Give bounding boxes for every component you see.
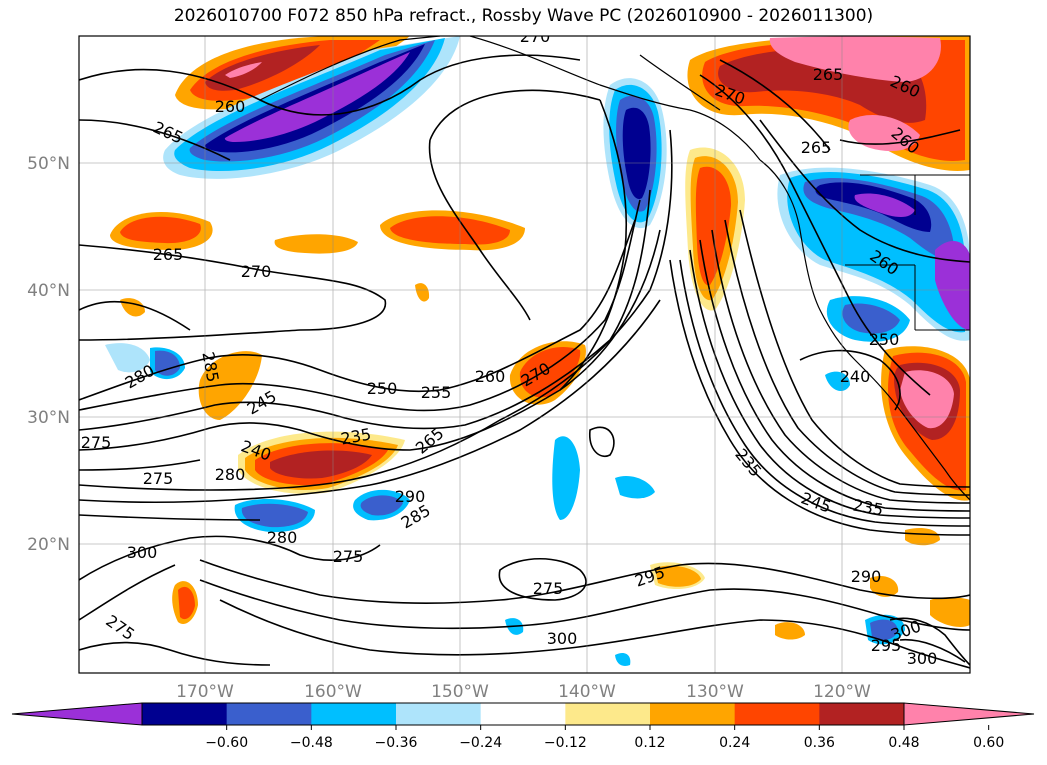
colorbar-segment	[565, 703, 651, 725]
map-title: 2026010700 F072 850 hPa refract., Rossby…	[173, 6, 874, 26]
colorbar-extend-low	[11, 702, 143, 726]
colorbar-tick-label: 0.60	[973, 735, 1004, 751]
latitude-axis: 50°N 40°N 30°N 20°N	[27, 154, 70, 555]
colorbar-tick-label: −0.24	[459, 735, 502, 751]
longitude-axis: 170°W 160°W 150°W 140°W 130°W 120°W	[176, 682, 871, 702]
lon-label: 170°W	[176, 682, 234, 702]
contour-label: 290	[395, 487, 426, 506]
contour-label: 270	[241, 262, 272, 281]
lon-label: 150°W	[431, 682, 489, 702]
colorbar-tick-label: 0.12	[634, 735, 665, 751]
lat-label: 20°N	[27, 535, 70, 555]
colorbar-segment	[734, 703, 820, 725]
contour-label: 255	[421, 383, 452, 402]
lon-label: 140°W	[558, 682, 616, 702]
contour-label: 250	[367, 379, 398, 398]
lon-label: 120°W	[813, 682, 871, 702]
anomaly-shading	[105, 36, 970, 666]
contour-label: 280	[215, 465, 246, 484]
contour-label: 270	[520, 27, 551, 46]
contour-label: 240	[840, 367, 871, 386]
contour-label: 300	[127, 543, 158, 562]
contour-label: 280	[267, 528, 298, 547]
colorbar-tick-label: −0.60	[205, 735, 248, 751]
colorbar-extend-high	[903, 702, 1035, 726]
lon-label: 130°W	[686, 682, 744, 702]
plot-frame	[78, 35, 971, 674]
colorbar-segment	[142, 703, 228, 725]
contour-lines	[79, 54, 970, 669]
colorbar-tick-label: 0.24	[719, 735, 750, 751]
colorbar-segment	[819, 703, 905, 725]
colorbar: −0.60 −0.48 −0.36 −0.24 −0.12 0.12 0.24 0.36 0.4…	[11, 702, 1035, 751]
colorbar-segment	[226, 703, 312, 725]
coastline	[259, 36, 970, 501]
contour-label: 300	[907, 649, 938, 668]
colorbar-tick-label: −0.36	[375, 735, 418, 751]
lat-label: 40°N	[27, 281, 70, 301]
colorbar-tick-label: 0.36	[804, 735, 835, 751]
contour-label: 260	[475, 367, 506, 386]
colorbar-segment	[480, 703, 566, 725]
contour-label: 295	[871, 636, 902, 655]
state-borders	[845, 174, 970, 331]
contour-label: 265	[153, 245, 184, 264]
lat-label: 30°N	[27, 408, 70, 428]
colorbar-segment	[650, 703, 736, 725]
colorbar-segment	[311, 703, 397, 725]
contour-label: 290	[851, 567, 882, 586]
colorbar-tick-label: −0.12	[544, 735, 587, 751]
contour-label: 275	[143, 469, 174, 488]
lat-label: 50°N	[27, 154, 70, 174]
graticule	[79, 36, 970, 673]
colorbar-segment	[396, 703, 482, 725]
contour-label: 265	[813, 65, 844, 84]
colorbar-frame	[141, 702, 905, 726]
contour-label: 250	[869, 330, 900, 349]
contour-label: 300	[547, 629, 578, 648]
lon-label: 160°W	[304, 682, 362, 702]
contour-label: 275	[533, 579, 564, 598]
contour-label: 275	[81, 433, 112, 452]
contour-label: 265	[801, 138, 832, 157]
colorbar-tick-label: −0.48	[290, 735, 333, 751]
contour-label: 260	[215, 97, 246, 116]
contour-label: 275	[333, 547, 364, 566]
colorbar-tick-label: 0.48	[888, 735, 919, 751]
